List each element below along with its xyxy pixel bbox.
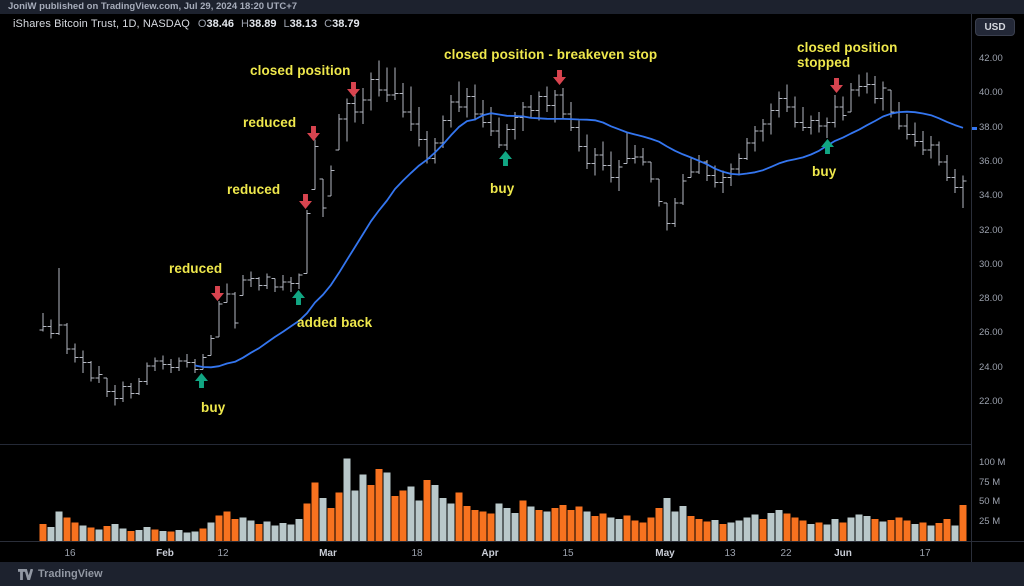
volume-axis-label: 100 M [979, 457, 1006, 468]
volume-axis-label: 50 M [979, 496, 1001, 507]
time-axis-label: Feb [156, 548, 174, 559]
price-axis-label: 30.00 [979, 258, 1003, 270]
time-axis-label: 12 [217, 548, 229, 559]
volume-axis-label: 75 M [979, 476, 1001, 488]
time-axis-label: 22 [780, 548, 792, 559]
time-axis-label: Jun [834, 548, 852, 559]
price-axis-label: 26.00 [979, 327, 1003, 339]
annotation-label: added back [297, 315, 373, 330]
volume-axis-label: 25 M [979, 515, 1001, 527]
price-axis-label: 36.00 [979, 155, 1003, 167]
annotation-label: reduced [169, 261, 223, 276]
time-axis-label: 13 [724, 548, 736, 559]
annotation-label: buy [490, 181, 515, 196]
ohlc-pair: C38.79 [324, 17, 360, 30]
annotation-label: closed position [250, 63, 351, 78]
annotation-label: closed position stopped [797, 40, 898, 70]
price-axis-label: 28.00 [979, 293, 1003, 305]
time-axis-label: 18 [411, 548, 423, 559]
footer-bar: TradingView [0, 562, 1024, 586]
time-axis-label: May [655, 548, 675, 559]
ohlc-pair: L38.13 [283, 17, 318, 30]
annotation-label: buy [201, 400, 226, 415]
annotation-label: buy [812, 164, 837, 179]
time-axis-label: 15 [562, 548, 574, 559]
time-axis-label: Mar [319, 548, 337, 559]
time-axis-label: Apr [481, 548, 499, 559]
ma-axis-marker [972, 126, 977, 130]
moving-average-line [194, 110, 964, 369]
price-axis-label: 24.00 [979, 361, 1003, 373]
publish-info: JoniW published on TradingView.com, Jul … [8, 1, 298, 12]
price-bars [39, 60, 967, 406]
annotation-label: reduced [227, 182, 281, 197]
currency-button[interactable]: USD [975, 18, 1015, 36]
annotation-label: reduced [243, 115, 297, 130]
price-axis-border [971, 14, 972, 562]
price-axis-label: 34.00 [979, 190, 1003, 202]
annotation-label: closed position - breakeven stop [444, 47, 658, 62]
pane-divider [0, 444, 971, 445]
ohlc-pair: O38.46 [197, 17, 235, 30]
volume-bars [39, 458, 967, 541]
publish-info-bar: JoniW published on TradingView.com, Jul … [0, 0, 1024, 14]
price-axis-label: 32.00 [979, 224, 1003, 236]
price-axis-label: 22.00 [979, 396, 1003, 407]
price-axis-label: 40.00 [979, 87, 1003, 99]
tradingview-brand[interactable]: TradingView [38, 568, 103, 580]
time-axis-label: 16 [64, 548, 76, 559]
ohlc-pair: H38.89 [241, 17, 277, 30]
price-axis-label: 42.00 [979, 53, 1003, 64]
ohlc-values: O38.46 H38.89 L38.13 C38.79 [198, 18, 360, 30]
symbol-title: iShares Bitcoin Trust, 1D, NASDAQ [13, 17, 190, 30]
price-axis-label: 38.00 [979, 121, 1003, 133]
tradingview-logo-icon[interactable] [18, 568, 33, 580]
symbol-info-bar: iShares Bitcoin Trust, 1D, NASDAQ O38.46… [13, 15, 360, 32]
time-axis-label: 17 [919, 548, 931, 559]
time-axis-divider [0, 541, 1024, 542]
